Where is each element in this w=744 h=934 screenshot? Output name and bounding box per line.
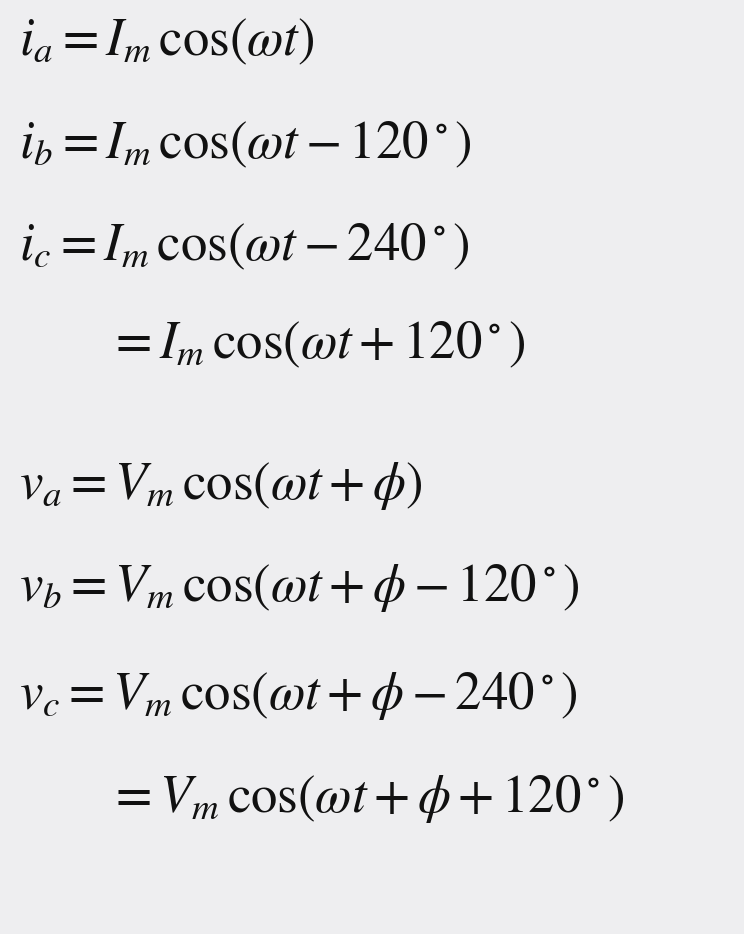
Text: $i_a = I_m\,\cos(\omega t)$: $i_a = I_m\,\cos(\omega t)$ <box>19 17 314 67</box>
Text: $= V_m\,\cos(\omega t + \phi + 120^\circ)$: $= V_m\,\cos(\omega t + \phi + 120^\circ… <box>108 772 624 825</box>
Text: $= I_m\,\cos(\omega t + 120^\circ)$: $= I_m\,\cos(\omega t + 120^\circ)$ <box>108 320 525 371</box>
Text: $v_c = V_m\,\cos(\omega t + \phi - 240^\circ)$: $v_c = V_m\,\cos(\omega t + \phi - 240^\… <box>19 670 577 722</box>
Text: $i_b = I_m\,\cos(\omega t - 120^\circ)$: $i_b = I_m\,\cos(\omega t - 120^\circ)$ <box>19 120 472 170</box>
Text: $i_c = I_m\,\cos(\omega t - 240^\circ)$: $i_c = I_m\,\cos(\omega t - 240^\circ)$ <box>19 222 469 273</box>
Text: $v_a = V_m\,\cos(\omega t + \phi)$: $v_a = V_m\,\cos(\omega t + \phi)$ <box>19 460 422 512</box>
Text: $v_b = V_m\,\cos(\omega t + \phi - 120^\circ)$: $v_b = V_m\,\cos(\omega t + \phi - 120^\… <box>19 562 580 615</box>
